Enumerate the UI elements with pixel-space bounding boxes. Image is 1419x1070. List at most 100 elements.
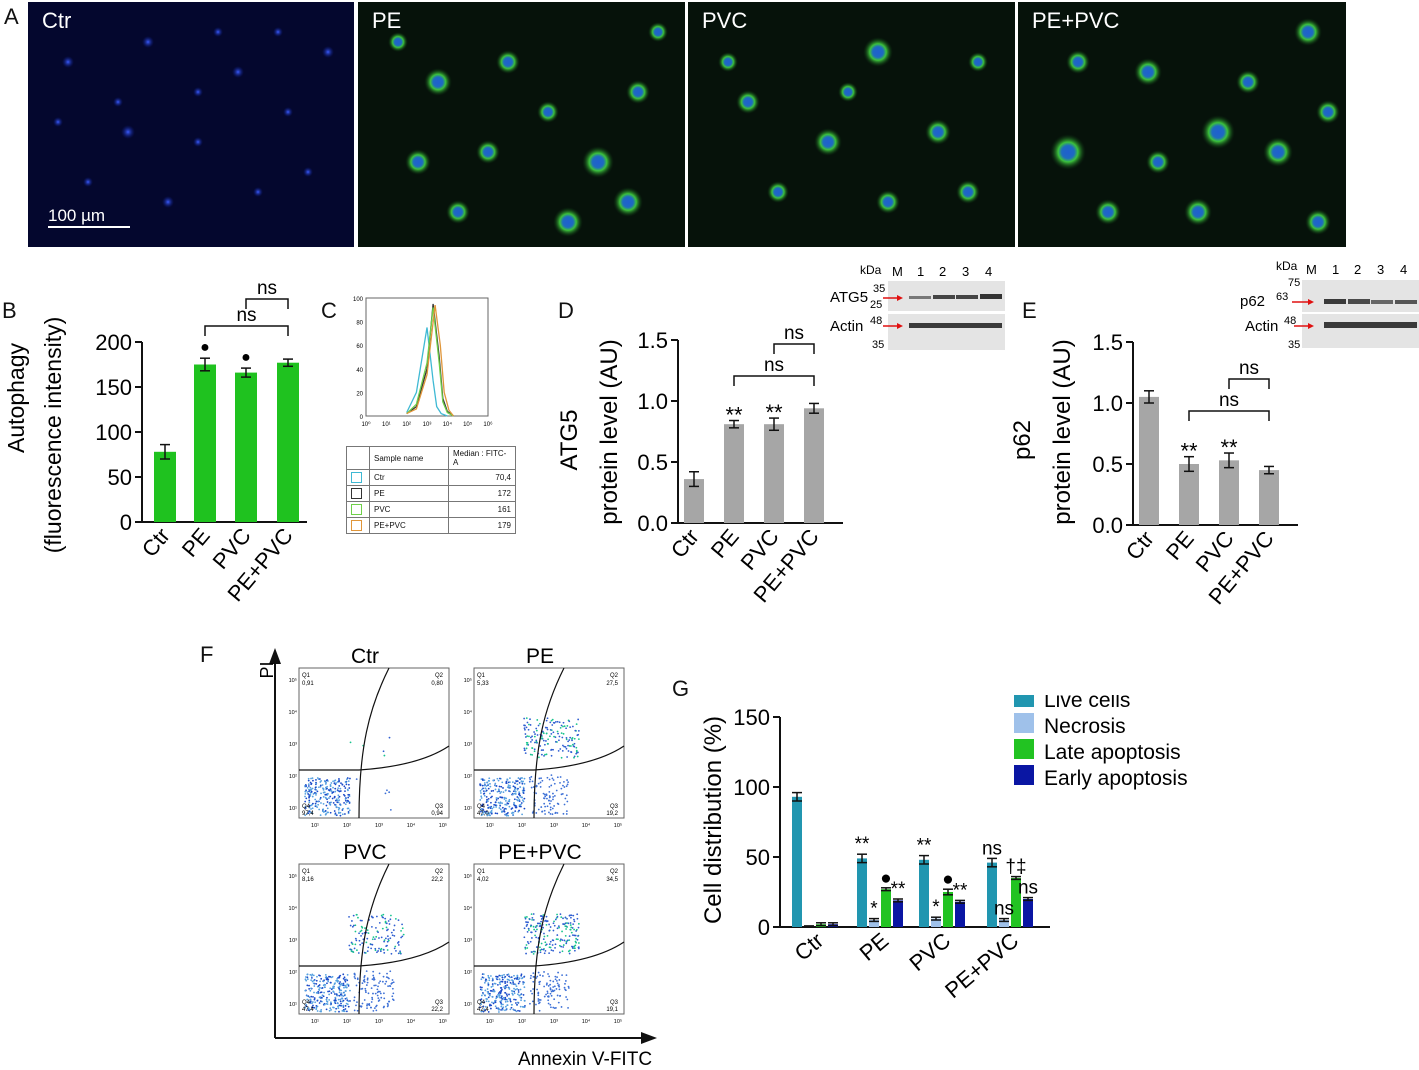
flow-event [549,983,552,986]
flow-event [569,745,572,747]
quadrant-q1-value: 5,33 [477,681,489,687]
flow-event [561,939,564,942]
flow-event [334,787,337,790]
flow-event [540,948,543,951]
flow-event [365,941,368,944]
y-tick-label: 0.5 [637,450,668,475]
flow-event [504,799,507,802]
blot-d-marker-25: 25 [870,299,882,311]
flow-event [550,719,553,722]
flow-event [517,991,520,993]
flow-event [509,1000,512,1003]
flow-event [571,739,573,742]
x-tick-label: Ctr [666,524,704,563]
legend-swatch-live [1014,695,1034,707]
flow-event [516,1001,519,1004]
flow-event [346,979,349,982]
flow-event [337,811,340,814]
flow-event [554,740,557,743]
flow-event [567,744,569,747]
flow-event [489,785,492,788]
blot-e-lane-m: M [1306,262,1317,277]
x-tick-label: Ctr [790,928,829,966]
flow-event [378,937,380,939]
flow-event [307,779,310,782]
flow-event [376,991,379,994]
flow-event [519,786,522,788]
flow-event [545,732,548,735]
flow-event [379,992,382,995]
flow-event [335,782,338,784]
flow-event [347,783,350,786]
flow-event [577,926,580,929]
panel-c-swatch [346,485,370,502]
flow-event [484,787,487,790]
flow-event [526,941,529,943]
flow-event [529,753,532,756]
flow-event [537,971,540,974]
flow-event [325,797,328,800]
panel-d-ylabel-2: protein level (AU) [596,339,623,524]
flow-event [565,928,567,930]
flow-event [502,996,505,999]
flow-event [496,790,499,793]
micrograph-pvc-image [718,37,988,214]
x-tick-label: Ctr [1121,526,1159,565]
flow-event [345,986,347,989]
flow-event [346,999,349,1002]
flow-event [537,808,540,811]
flow-event [311,807,314,810]
flow-event [574,729,577,732]
flow-event [330,1008,332,1011]
flow-event [539,745,542,747]
flow-event [546,805,549,808]
flow-event [332,801,335,804]
flow-event [324,974,327,976]
flow-event [551,724,554,726]
flow-event [322,802,325,805]
flow-event [495,1007,498,1010]
flow-event [386,949,389,951]
legend-swatch-early [1014,765,1034,785]
flow-event [486,990,489,993]
flow-event [512,993,514,996]
blot-d-lane-3: 3 [962,264,969,279]
flow-event [519,988,522,991]
flow-event [500,995,503,998]
flow-event [388,923,391,925]
micrograph-label-pe-pvc: PE+PVC [1032,8,1120,33]
flow-event [336,994,339,997]
flow-event [503,798,506,800]
flow-event [320,991,323,994]
flow-event [345,801,348,804]
flow-event [483,981,486,984]
flow-event [364,927,366,929]
flow-event [498,974,501,977]
flow-event [339,787,342,790]
flow-event [348,802,351,804]
flow-event [560,724,563,727]
flow-event [520,999,522,1002]
flow-event [366,981,369,984]
flow-event [312,1001,314,1003]
scale-bar-label: 100 µm [48,206,106,225]
blot-d-actin-band [909,323,1002,328]
flow-event [387,985,390,988]
flow-event [338,785,341,787]
flow-event [551,777,554,780]
flow-event [348,944,351,947]
flow-y-tick: 10⁵ [289,873,297,880]
panel-c-table-corner [346,446,370,470]
flow-event [319,814,322,817]
flow-event [498,993,500,996]
panel-letter-c: C [321,298,337,323]
flow-event [506,779,509,781]
flow-event [316,777,319,779]
flow-x-tick: 10⁴ [407,1018,416,1025]
flow-event [489,1003,491,1006]
flow-event [315,979,318,982]
flow-event [304,800,307,803]
flow-event [499,792,502,795]
blot-d-band-atg5: ATG5 [830,289,868,306]
flow-event [492,779,495,782]
